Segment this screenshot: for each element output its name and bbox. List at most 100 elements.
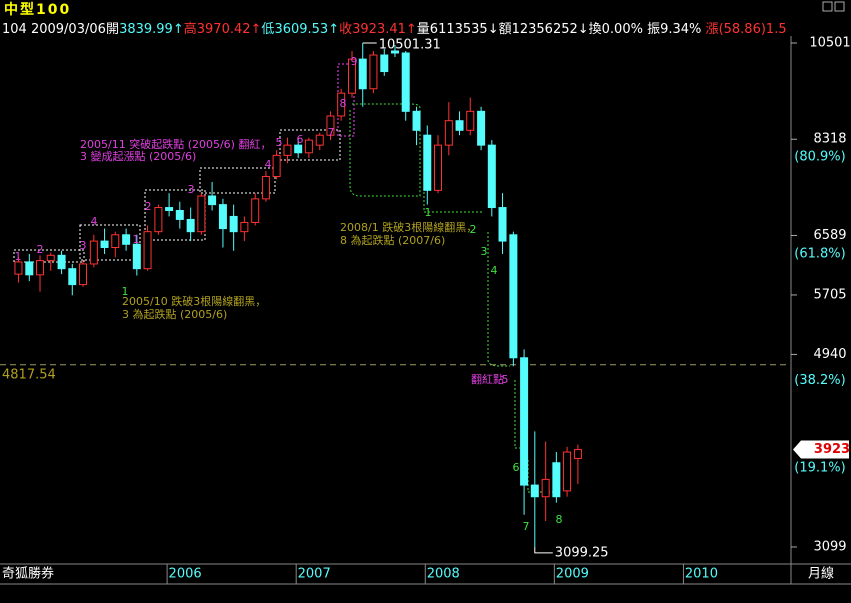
x-tick-label: 2010 [685, 567, 718, 582]
candle-body [197, 195, 206, 233]
x-tick-label: 2007 [298, 567, 331, 582]
arrow: ↑ [173, 22, 184, 37]
box [279, 129, 341, 161]
y-tick-label: 6589 [813, 228, 846, 243]
candle-body [520, 357, 529, 486]
count-label: 3 [188, 183, 195, 196]
arrow: ↑ [251, 22, 262, 37]
low-label: 低 [261, 22, 274, 37]
count-label: 2 [470, 223, 477, 236]
count-label: 4 [265, 158, 272, 171]
candle-body [552, 462, 561, 498]
y-tick-label: 3099 [813, 539, 846, 554]
close-value: 3923.41 [352, 22, 406, 37]
fib-label: (19.1%) [794, 461, 845, 476]
count-label: 5 [502, 373, 509, 386]
low-label: 3099.25 [555, 545, 609, 560]
candle-body [358, 58, 367, 90]
candle-body [498, 207, 507, 242]
high-label: 10501.31 [379, 37, 441, 52]
candle-body [240, 221, 249, 233]
candle-body [186, 218, 195, 233]
annotation: 8 為起跌點 (2007/6) [340, 233, 445, 247]
candle-body [100, 240, 109, 248]
x-tick-label: 2006 [169, 567, 202, 582]
high-value: 3970.42 [197, 22, 251, 37]
count-label: 2 [145, 200, 152, 213]
window-button[interactable] [822, 1, 833, 12]
candle-body [348, 58, 357, 94]
box [423, 180, 484, 213]
fib-label: (80.9%) [794, 149, 845, 164]
candle-body [208, 195, 217, 206]
box [199, 167, 276, 194]
annotation: 2005/11 突破起跌點 (2005/6) 翻紅， [80, 137, 271, 151]
amount: 額12356252↓ [499, 22, 589, 37]
code: 104 [2, 22, 27, 37]
candle-body [563, 451, 572, 492]
low-value: 3609.53 [274, 22, 328, 37]
pattern-boxes [13, 63, 560, 493]
window-button[interactable] [834, 1, 845, 12]
count-label: 7 [523, 520, 530, 533]
count-label: 2 [37, 243, 44, 256]
count-label: 8 [340, 97, 347, 110]
annotation: 2005/10 跌破3根陽線翻黑， [122, 294, 266, 308]
title: 中型100 [4, 1, 71, 18]
annotation: 3 為起跌點 (2005/6) [122, 307, 227, 321]
candle-body [122, 234, 131, 245]
candle-body [487, 144, 496, 209]
count-label: 6 [513, 461, 520, 474]
reference-label: 4817.54 [2, 367, 56, 382]
candle-body [132, 243, 141, 270]
candle-body [14, 261, 23, 275]
candle-body [261, 176, 270, 200]
brand: 奇狐勝券 [2, 566, 54, 582]
count-label: 1 [122, 285, 129, 298]
count-label: 8 [556, 513, 563, 526]
count-label: 3 [80, 239, 87, 252]
quote-line: 104 2009/03/06 開3839.99↑高3970.42↑低3609.5… [2, 21, 787, 37]
candle-body [369, 54, 378, 90]
period: 月線 [808, 566, 834, 582]
count-label: 5 [276, 136, 283, 149]
x-tick-label: 2008 [427, 567, 460, 582]
candle-body [154, 207, 163, 233]
y-tick-label: 10501 [809, 36, 850, 51]
box [13, 249, 85, 263]
candle-body [143, 231, 152, 270]
candle-body [444, 120, 453, 146]
candle-body [466, 110, 475, 131]
open-value: 3839.99 [119, 22, 173, 37]
x-tick-label: 2009 [556, 567, 589, 582]
annotation: 2008/1 跌破3根陽線翻黑， [340, 220, 477, 234]
y-tick-label: 5705 [813, 287, 846, 302]
count-label: 1 [15, 250, 22, 263]
candle-body [25, 261, 34, 276]
candle-body [391, 50, 399, 54]
candle-body [401, 52, 410, 112]
candle-body [46, 254, 55, 262]
candle-body [304, 139, 313, 154]
count-label: 1 [133, 233, 140, 246]
box [79, 224, 141, 261]
candle-body [530, 484, 539, 498]
count-label: 9 [351, 55, 358, 68]
count-label: 1 [425, 206, 432, 219]
count-label: 4 [91, 215, 98, 228]
candle-body [251, 198, 260, 223]
candle-body [175, 209, 184, 220]
volume: 量6113535↓ [417, 22, 499, 37]
candle-body [423, 134, 432, 191]
arrow: ↑ [406, 22, 417, 37]
annotation: 翻紅點 [471, 372, 504, 386]
last-price-label: 3923 [814, 442, 850, 457]
count-label: 6 [297, 133, 304, 146]
change: 漲(58.86)1.5 [706, 22, 787, 37]
candle-body [57, 254, 66, 270]
count-label: 7 [328, 126, 335, 139]
fib-label: (38.2%) [794, 373, 845, 388]
y-tick-label: 8318 [813, 132, 846, 147]
